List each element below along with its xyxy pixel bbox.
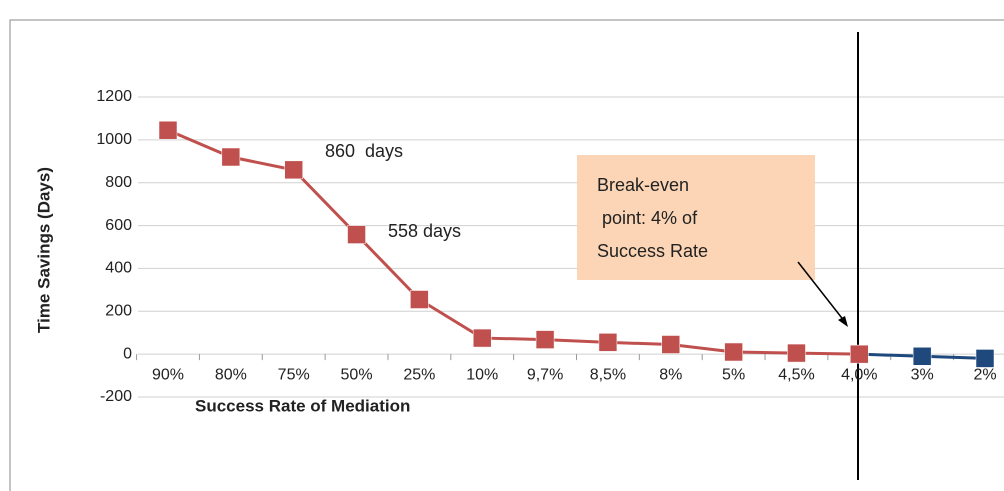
annotation: 558 days [388, 221, 461, 241]
y-tick-label: 200 [105, 303, 132, 320]
break-even-box [577, 155, 815, 280]
x-tick-label: 8,5% [590, 366, 626, 383]
y-axis-title: Time Savings (Days) [34, 167, 53, 333]
arrow [797, 261, 846, 323]
annotation: 860 days [325, 141, 403, 161]
x-tick-label: 8% [659, 366, 682, 383]
point [724, 342, 743, 362]
point [158, 120, 178, 140]
point [787, 343, 806, 363]
point [598, 333, 618, 352]
x-tick-label: 80% [215, 366, 247, 383]
point [975, 349, 995, 368]
x-tick-label: 9,7% [527, 366, 563, 383]
series-line [167, 128, 860, 356]
x-tick-label: 25% [403, 366, 435, 383]
box-line: point: 4% of [597, 208, 698, 228]
arrow-head [838, 316, 848, 327]
y-tick-label: 800 [105, 174, 132, 191]
point [410, 290, 429, 309]
x-tick-label: 5% [722, 366, 745, 383]
y-tick-label: 1000 [96, 131, 132, 148]
x-tick-label: 90% [152, 366, 184, 383]
y-tick-label: 0 [123, 345, 132, 362]
box-line: Break-even [597, 175, 689, 195]
box-line: Success Rate [597, 241, 708, 261]
point [535, 330, 555, 349]
point [284, 160, 303, 180]
point [221, 147, 241, 167]
y-tick-label: 400 [105, 260, 132, 277]
x-tick-label: 50% [341, 366, 373, 383]
x-axis-title: Success Rate of Mediation [195, 396, 410, 415]
x-tick-label: 4,5% [778, 366, 814, 383]
x-tick-label: 4,0% [841, 366, 877, 383]
point [472, 328, 492, 348]
x-tick-label: 2% [973, 366, 996, 383]
y-tick-label: -200 [100, 388, 132, 405]
x-tick-label: 3% [911, 366, 934, 383]
x-tick-label: 10% [466, 366, 498, 383]
point [661, 335, 681, 354]
point [347, 225, 366, 244]
point [850, 344, 869, 364]
frame [9, 19, 1004, 491]
x-tick-label: 75% [278, 366, 310, 383]
y-tick-label: 600 [105, 217, 132, 234]
point [912, 347, 932, 366]
y-tick-label: 1200 [96, 88, 132, 105]
